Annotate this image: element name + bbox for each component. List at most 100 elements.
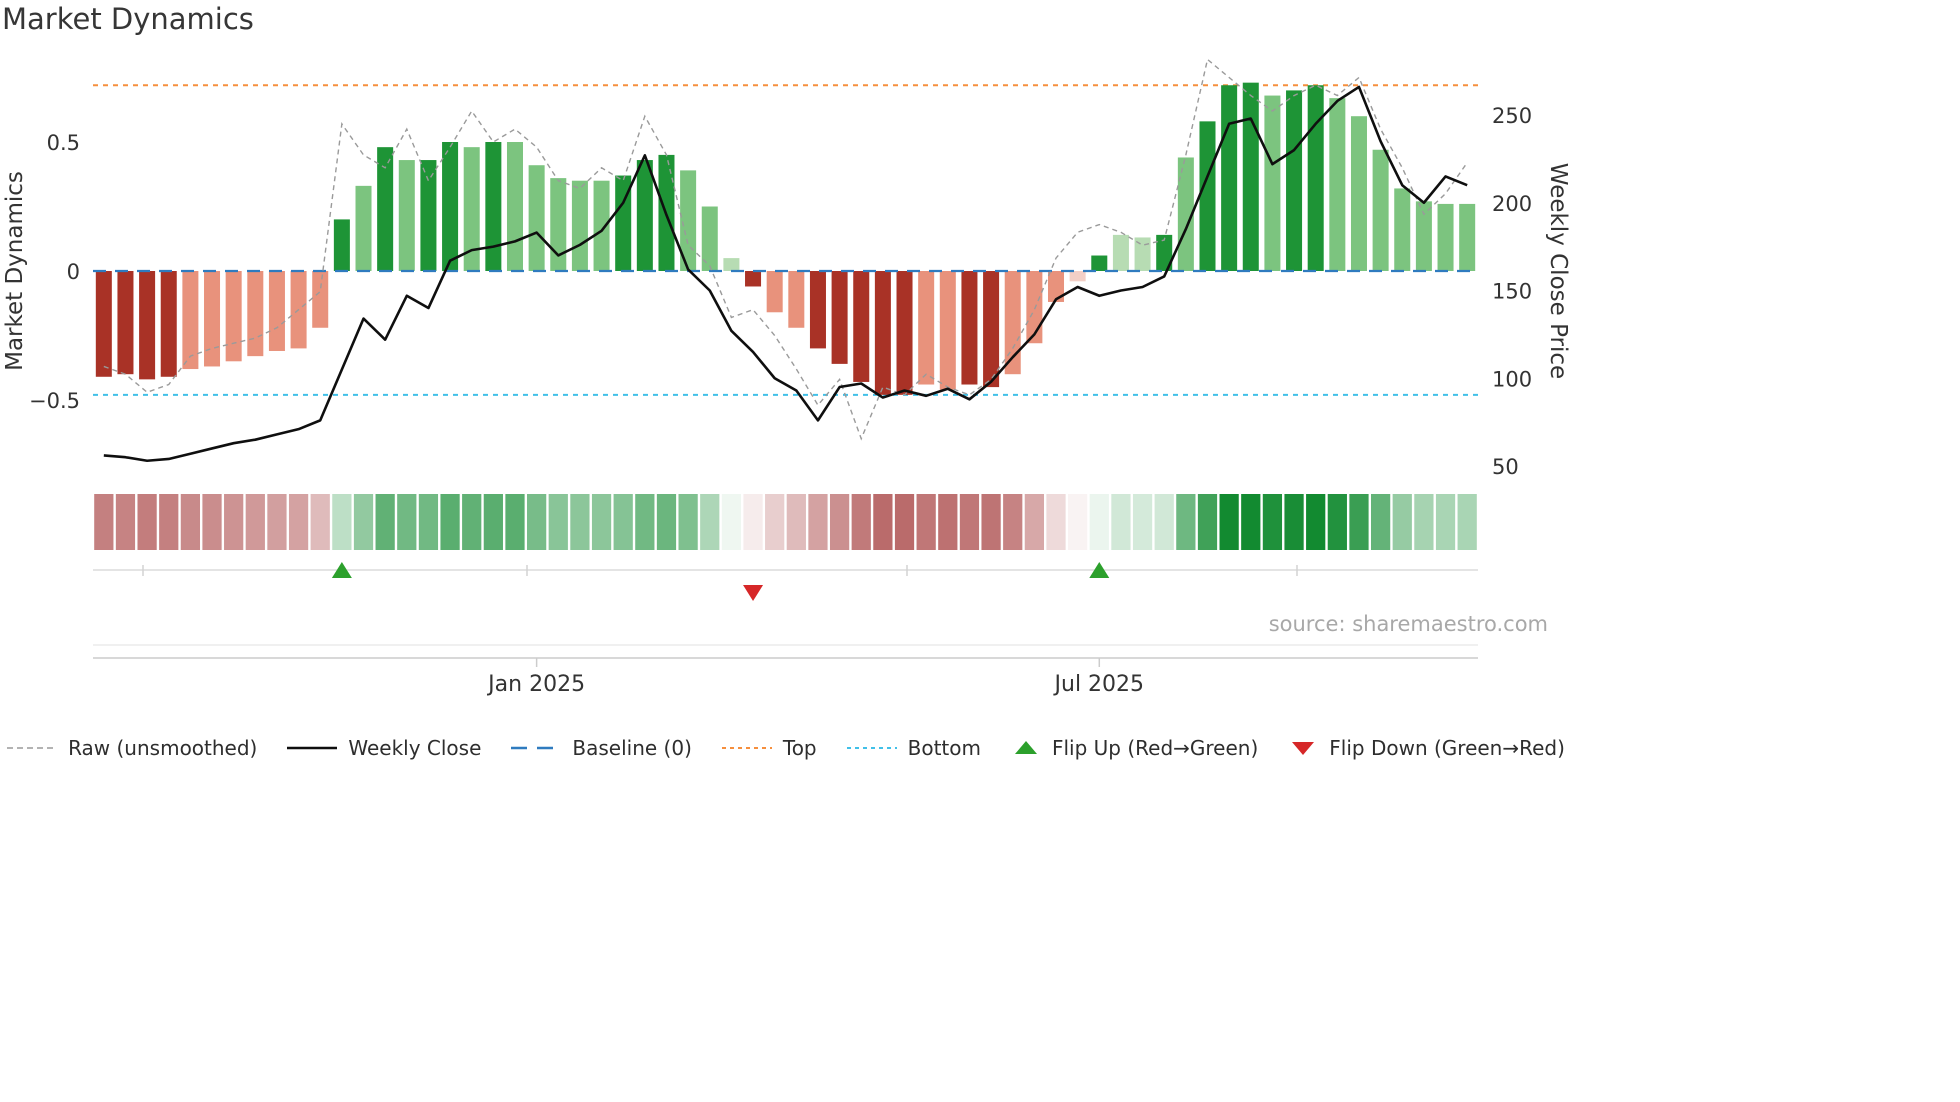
heatmap-cell bbox=[656, 494, 677, 550]
heatmap-cell bbox=[1003, 494, 1023, 550]
heatmap-cell bbox=[851, 494, 871, 550]
oscillator-bar bbox=[874, 271, 891, 395]
flip-down-marker bbox=[743, 585, 764, 601]
oscillator-bar bbox=[723, 258, 740, 271]
legend-label-bottom: Bottom bbox=[907, 736, 981, 760]
left-axis-label: Market Dynamics bbox=[2, 171, 28, 371]
oscillator-bar bbox=[1350, 116, 1367, 271]
oscillator-bar bbox=[939, 271, 956, 390]
heatmap-cell bbox=[462, 494, 482, 550]
heatmap-cell bbox=[894, 494, 915, 550]
oscillator-bar bbox=[1069, 271, 1086, 282]
oscillator-bar bbox=[550, 178, 567, 271]
legend-item-baseline: Baseline (0) bbox=[509, 736, 692, 760]
x-axis: Jan 2025 Jul 2025 bbox=[93, 644, 1478, 697]
heatmap-strip bbox=[94, 494, 1477, 550]
legend-label-raw: Raw (unsmoothed) bbox=[68, 736, 258, 760]
heatmap-cell bbox=[808, 494, 828, 550]
oscillator-bar bbox=[896, 271, 913, 395]
marker-strip bbox=[93, 562, 1478, 601]
flip-down-swatch bbox=[1292, 742, 1315, 755]
heatmap-cell bbox=[959, 494, 980, 550]
heatmap-cell bbox=[916, 494, 936, 550]
long-dash-line-swatch bbox=[511, 746, 562, 750]
oscillator-bar bbox=[1437, 203, 1454, 271]
main-plot: 0.5 0 −0.5 250 200 150 100 50 Market Dynamics Wee… bbox=[2, 58, 1571, 479]
x-axis-tick-label: Jul 2025 bbox=[1053, 672, 1145, 697]
oscillator-bar bbox=[506, 142, 523, 271]
oscillator-bar bbox=[983, 271, 1000, 388]
oscillator-bar bbox=[1134, 237, 1151, 271]
legend-item-bottom: Bottom bbox=[845, 736, 981, 760]
oscillator-bar bbox=[377, 147, 394, 271]
oscillator-bar bbox=[312, 271, 329, 328]
right-axis-tick-label: 200 bbox=[1492, 192, 1532, 216]
legend-item-top: Top bbox=[720, 736, 817, 760]
heatmap-cell bbox=[829, 494, 850, 550]
oscillator-bar bbox=[463, 147, 480, 271]
right-axis-label: Weekly Close Price bbox=[1545, 163, 1571, 379]
triangle-up-icon bbox=[1014, 741, 1037, 754]
heatmap-cell bbox=[1111, 494, 1131, 550]
oscillator-bar bbox=[1091, 255, 1108, 271]
heatmap-cell bbox=[332, 494, 352, 550]
heatmap-cell bbox=[1068, 494, 1088, 550]
oscillator-bar bbox=[398, 160, 415, 271]
oscillator-bar bbox=[420, 160, 437, 271]
heatmap-cell bbox=[245, 494, 265, 550]
oscillator-bar bbox=[615, 175, 632, 271]
oscillator-bar bbox=[268, 271, 285, 351]
oscillator-bar bbox=[1307, 85, 1324, 272]
legend-item-flip-down: Flip Down (Green→Red) bbox=[1286, 736, 1565, 760]
oscillator-bar bbox=[247, 271, 264, 357]
heatmap-cell bbox=[137, 494, 157, 550]
heatmap-cell bbox=[1414, 494, 1434, 550]
heatmap-cell bbox=[786, 494, 806, 550]
heatmap-cell bbox=[635, 494, 655, 550]
flip-up-marker bbox=[1089, 562, 1110, 578]
heatmap-cell bbox=[397, 494, 417, 550]
right-axis-tick-label: 250 bbox=[1492, 104, 1532, 128]
left-axis-tick-label: 0.5 bbox=[47, 131, 80, 155]
right-axis-tick-label: 50 bbox=[1492, 455, 1519, 479]
heatmap-cell bbox=[115, 494, 136, 550]
oscillator-bar bbox=[745, 271, 762, 287]
heatmap-cell bbox=[1154, 494, 1174, 550]
chart-canvas: 0.5 0 −0.5 250 200 150 100 50 Market Dynamics Wee… bbox=[2, 58, 1571, 697]
dotted-line-swatch bbox=[721, 747, 772, 749]
heatmap-cell bbox=[613, 494, 633, 550]
oscillator-bar bbox=[1004, 271, 1021, 375]
legend-item-flip-up: Flip Up (Red→Green) bbox=[1009, 736, 1258, 760]
oscillator-bar bbox=[1286, 90, 1303, 272]
legend-label-flip-up: Flip Up (Red→Green) bbox=[1051, 736, 1259, 760]
oscillator-bar bbox=[636, 160, 653, 271]
right-axis-tick-label: 150 bbox=[1492, 280, 1532, 304]
left-axis-tick-label: 0 bbox=[67, 260, 80, 284]
heatmap-cell bbox=[873, 494, 893, 550]
oscillator-bar bbox=[528, 165, 545, 271]
chart-title: Market Dynamics bbox=[2, 2, 254, 36]
oscillator-bar bbox=[160, 271, 177, 377]
raw-line bbox=[103, 58, 1468, 441]
heatmap-cell bbox=[548, 494, 568, 550]
oscillator-bar bbox=[1112, 234, 1129, 271]
oscillator-bar bbox=[701, 206, 718, 271]
heatmap-cell bbox=[353, 494, 374, 550]
oscillator-bar bbox=[355, 185, 372, 271]
oscillator-bar bbox=[831, 271, 848, 364]
heatmap-cell bbox=[700, 494, 720, 550]
oscillator-bar bbox=[204, 271, 221, 367]
x-axis-tick-label: Jan 2025 bbox=[486, 672, 585, 697]
heatmap-cell bbox=[1241, 494, 1261, 550]
oscillator-bar bbox=[1415, 201, 1432, 271]
oscillator-bar bbox=[1459, 203, 1476, 271]
heatmap-cell bbox=[527, 494, 547, 550]
oscillator-bar bbox=[117, 271, 134, 375]
oscillator-bar bbox=[593, 180, 610, 271]
heatmap-cell bbox=[1046, 494, 1066, 550]
flip-up-swatch bbox=[1014, 741, 1037, 754]
dotted-line-swatch bbox=[846, 747, 897, 749]
oscillator-bar bbox=[1221, 85, 1238, 272]
legend-label-weekly-close: Weekly Close bbox=[348, 736, 482, 760]
